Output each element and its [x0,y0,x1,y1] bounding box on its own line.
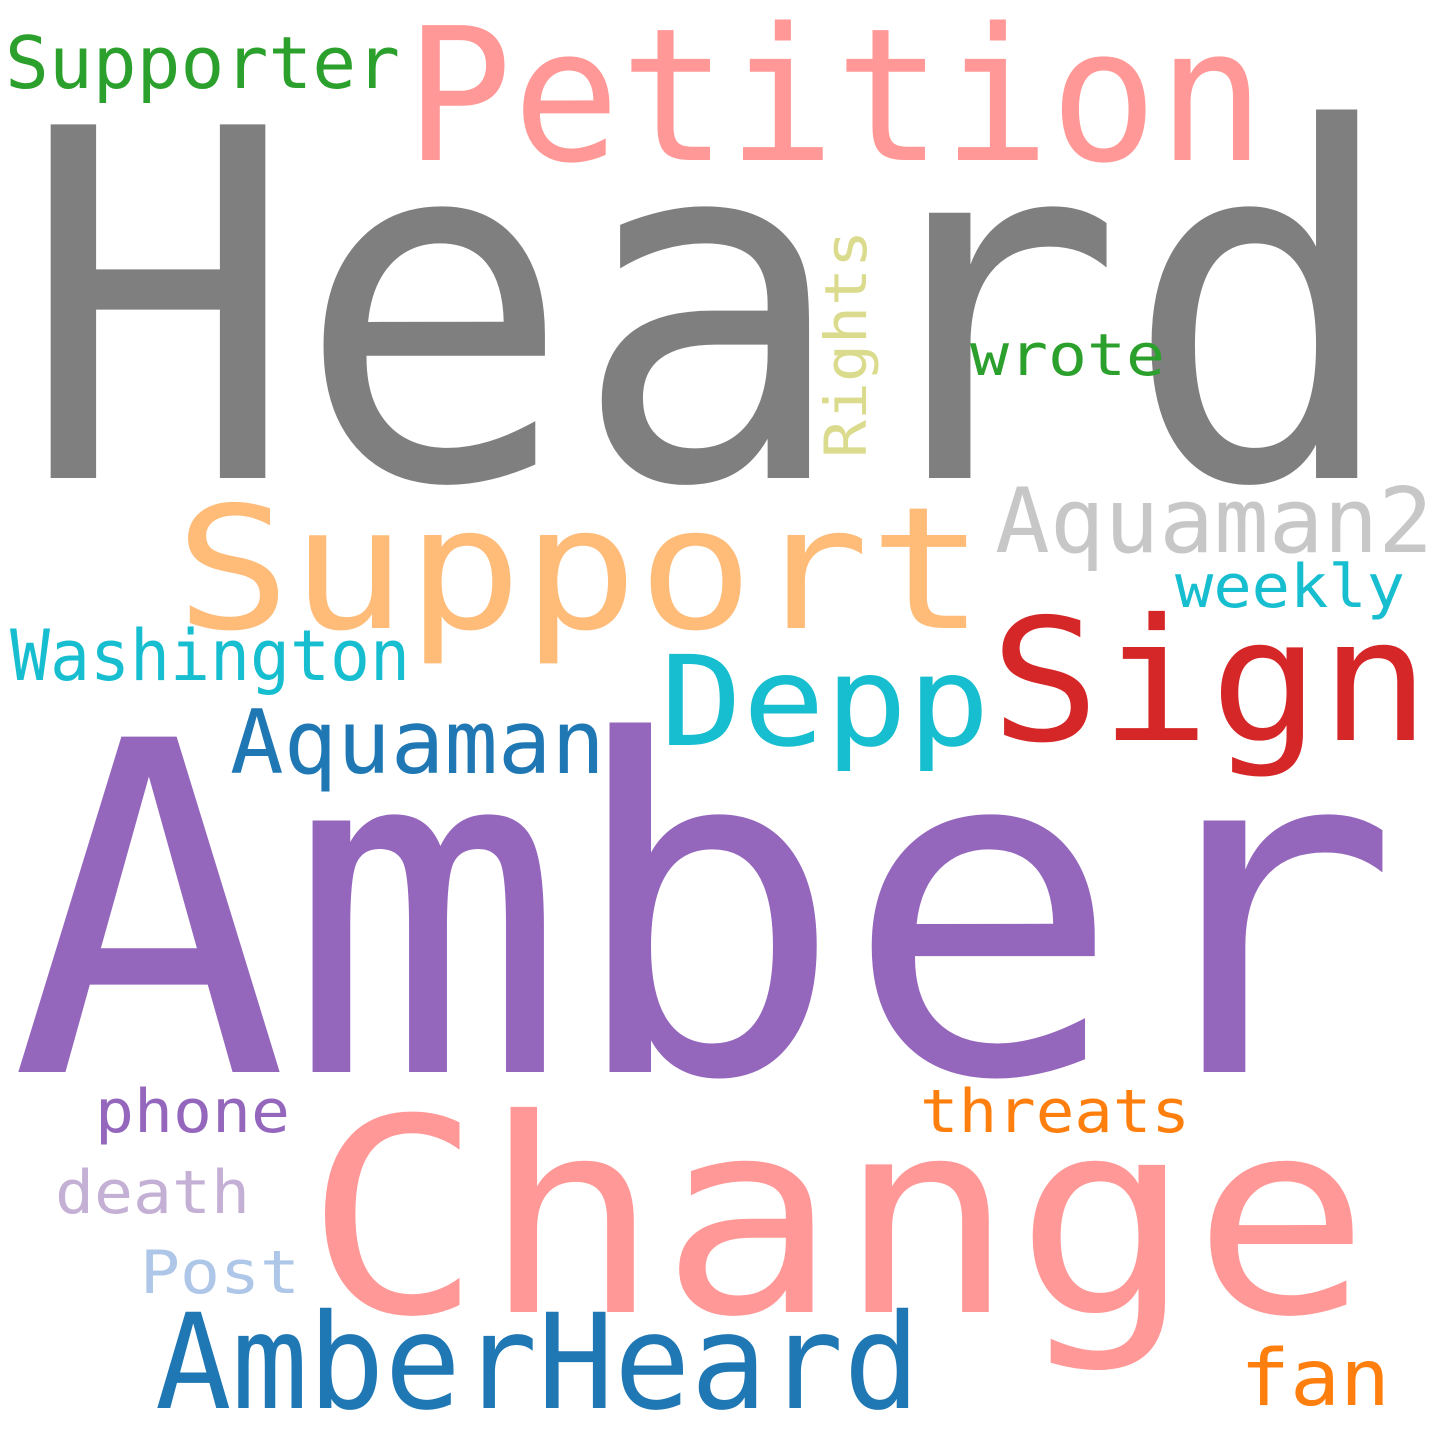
word-weekly: weekly [1175,552,1405,622]
word-change: Change [305,1061,1370,1376]
word-fan: fan [1240,1334,1390,1424]
word-amberheard: AmberHeard [155,1286,920,1440]
word-aquaman: Aquaman [230,691,605,794]
word-amber: Amber [10,646,1400,1181]
word-petition: Petition [405,0,1265,204]
word-rights: Rights [812,230,880,458]
word-threats: threats [920,1077,1190,1147]
word-wrote: wrote [970,321,1165,389]
word-sign: Sign [990,583,1430,781]
word-phone: phone [95,1077,290,1147]
word-post: Post [140,1238,300,1308]
word-support: Support [175,471,985,669]
word-depp: Depp [660,630,990,775]
word-washington: Washington [10,615,410,697]
word-death: death [55,1158,250,1228]
word-aquaman2: Aquaman2 [995,469,1433,574]
word-supporter: Supporter [5,21,400,105]
word-heard: Heard [20,29,1400,593]
